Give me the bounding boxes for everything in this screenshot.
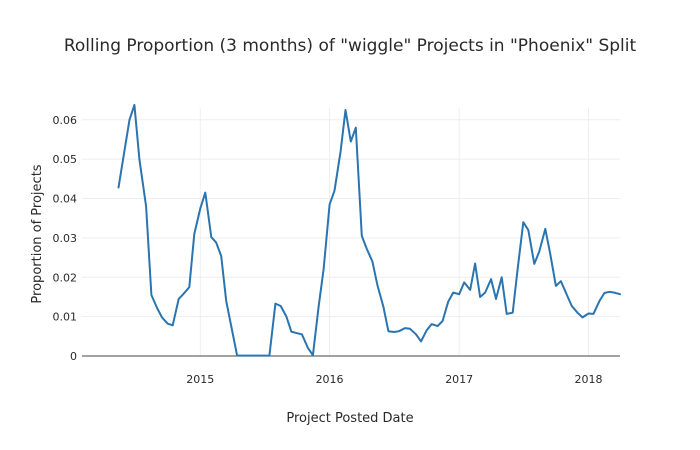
y-tick-label: 0.06 xyxy=(53,114,78,127)
y-tick-label: 0.04 xyxy=(53,193,78,206)
y-axis-title: Proportion of Projects xyxy=(30,164,45,303)
x-tick-label: 2018 xyxy=(574,373,602,386)
x-axis-ticks: 2015 2016 2017 2018 xyxy=(186,373,602,386)
x-tick-label: 2017 xyxy=(445,373,473,386)
series-line xyxy=(117,103,621,357)
y-tick-label: 0.03 xyxy=(53,232,78,245)
chart-title: Rolling Proportion (3 months) of "wiggle… xyxy=(64,36,637,56)
y-tick-label: 0.05 xyxy=(53,153,78,166)
x-axis-title: Project Posted Date xyxy=(286,411,413,426)
y-tick-label: 0.01 xyxy=(53,311,78,324)
y-axis-ticks: 0 0.01 0.02 0.03 0.04 0.05 0.06 xyxy=(53,114,78,363)
y-tick-label: 0.02 xyxy=(53,271,78,284)
x-tick-label: 2015 xyxy=(186,373,214,386)
x-tick-label: 2016 xyxy=(316,373,344,386)
y-tick-label: 0 xyxy=(70,350,77,363)
